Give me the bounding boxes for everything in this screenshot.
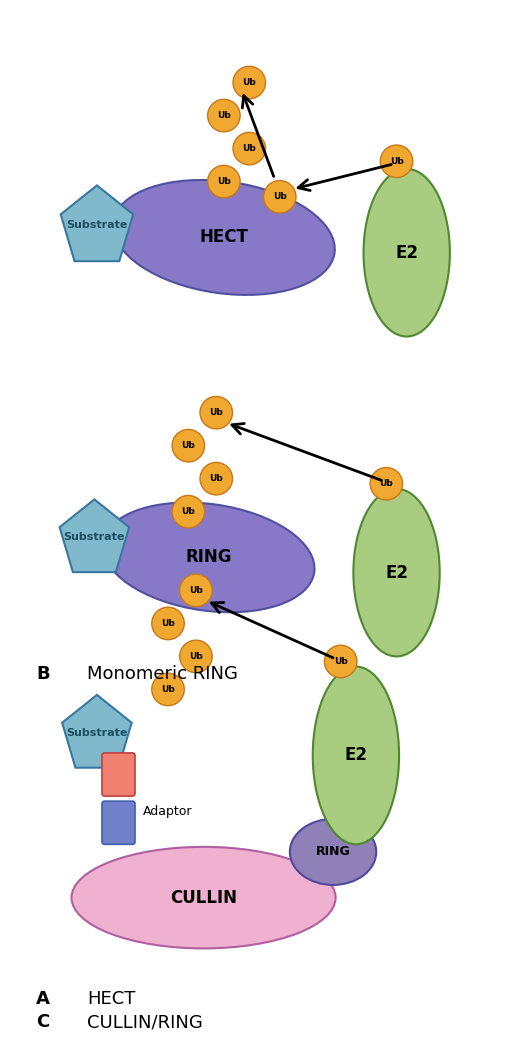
Text: CULLIN: CULLIN [170,888,237,907]
Text: RING: RING [316,846,350,859]
Text: E2: E2 [395,244,418,262]
Text: Ub: Ub [209,475,223,483]
Circle shape [207,165,240,198]
Text: E2: E2 [344,747,368,764]
Circle shape [233,132,266,165]
Text: CULLIN/RING: CULLIN/RING [87,1013,203,1031]
Text: HECT: HECT [87,991,135,1009]
Ellipse shape [313,666,399,845]
Ellipse shape [71,847,335,948]
Ellipse shape [353,488,440,656]
Circle shape [207,99,240,132]
Text: Ub: Ub [273,193,287,201]
Circle shape [180,575,212,606]
Text: Ub: Ub [161,619,175,628]
Text: Ub: Ub [189,652,203,661]
Text: Ub: Ub [217,111,231,120]
Text: Substrate: Substrate [63,532,125,542]
Text: Ub: Ub [181,508,195,516]
Text: Ub: Ub [217,177,231,186]
Text: A: A [36,991,50,1009]
Circle shape [324,645,357,678]
Text: Ub: Ub [242,144,256,153]
Circle shape [200,397,233,429]
Text: Monomeric RING: Monomeric RING [87,665,238,683]
Ellipse shape [103,502,315,612]
Circle shape [370,467,403,500]
Text: Ub: Ub [209,409,223,417]
Circle shape [152,674,184,705]
Text: Ub: Ub [161,685,175,694]
Circle shape [172,430,205,462]
Circle shape [233,66,266,99]
Circle shape [180,641,212,672]
Text: Ub: Ub [242,78,256,87]
Text: B: B [36,665,50,683]
Ellipse shape [290,819,376,885]
Text: Ub: Ub [390,156,404,166]
Polygon shape [61,185,133,261]
Text: Adaptor: Adaptor [143,804,192,818]
Text: C: C [36,1013,49,1031]
Text: Ub: Ub [379,479,393,488]
Text: E2: E2 [385,564,408,582]
Text: Substrate: Substrate [66,220,127,230]
Text: RING: RING [185,548,232,566]
Text: HECT: HECT [199,229,248,247]
FancyBboxPatch shape [102,753,135,796]
Circle shape [152,608,184,639]
Text: Ub: Ub [334,656,348,666]
Text: Ub: Ub [181,442,195,450]
Text: Substrate: Substrate [66,728,127,737]
Circle shape [200,463,233,495]
Circle shape [263,181,296,213]
Circle shape [172,496,205,528]
Polygon shape [60,499,129,572]
FancyBboxPatch shape [102,801,135,845]
Ellipse shape [113,180,335,295]
Ellipse shape [363,169,450,336]
Polygon shape [62,695,132,767]
Text: Ub: Ub [189,586,203,595]
Circle shape [380,145,413,178]
